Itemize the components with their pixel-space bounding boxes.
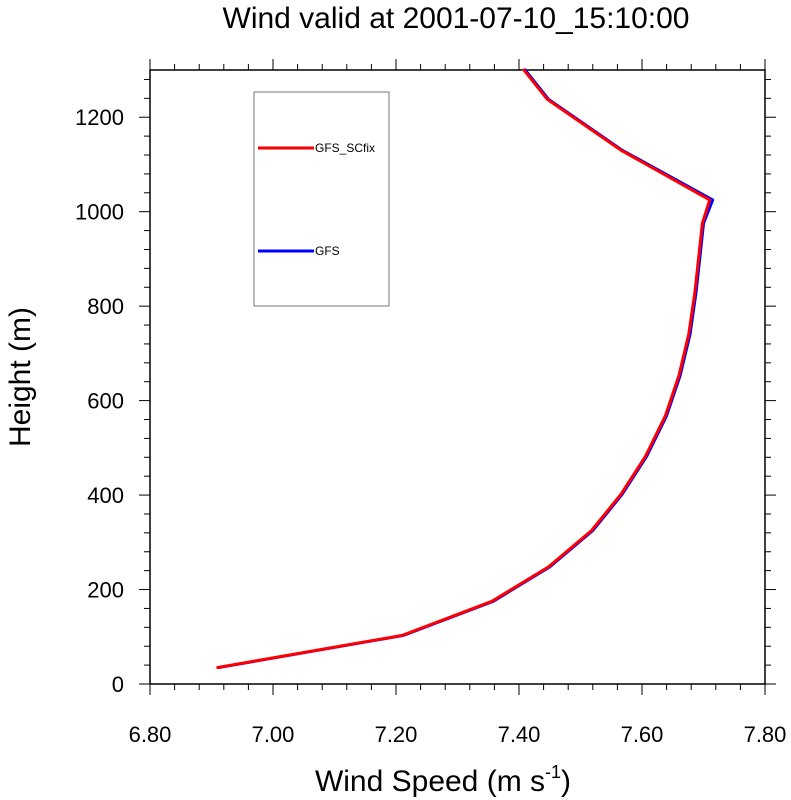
- legend-label-gfs: GFS: [315, 244, 340, 258]
- legend: GFS_SCfix GFS: [253, 91, 390, 307]
- y-tick-label: 800: [87, 294, 124, 319]
- x-axis-label-sup: -1: [545, 762, 561, 782]
- y-tick-label: 600: [87, 389, 124, 414]
- x-tick-label: 6.80: [129, 722, 172, 747]
- x-axis-label-main: Wind Speed (m s: [315, 765, 545, 798]
- y-tick-label: 1200: [75, 105, 124, 130]
- plot-area: [149, 69, 766, 685]
- axis-ticks: [139, 59, 776, 695]
- series-line-gfs-scfix: [216, 68, 712, 669]
- y-tick-label: 1000: [75, 200, 124, 225]
- y-tick-label: 0: [112, 672, 124, 697]
- chart-title: Wind valid at 2001-07-10_15:10:00: [223, 2, 690, 35]
- y-tick-label: 200: [87, 578, 124, 603]
- x-tick-label: 7.60: [621, 722, 664, 747]
- y-axis-label: Height (m): [4, 307, 37, 447]
- x-tick-label: 7.20: [375, 722, 418, 747]
- x-axis-label-close: ): [561, 765, 571, 798]
- plot-border: [149, 69, 766, 685]
- y-tick-label: 400: [87, 483, 124, 508]
- legend-box: [253, 91, 390, 307]
- axis-tick-labels: 6.80 7.00 7.20 7.40 7.60 7.80 0 200 400 600 800 100…: [75, 105, 786, 747]
- series-lines: [216, 68, 715, 669]
- x-tick-label: 7.40: [498, 722, 541, 747]
- x-tick-label: 7.00: [252, 722, 295, 747]
- x-axis-label: Wind Speed (m s-1): [315, 762, 571, 798]
- legend-label-gfs-scfix: GFS_SCfix: [315, 141, 375, 155]
- x-tick-label: 7.80: [744, 722, 787, 747]
